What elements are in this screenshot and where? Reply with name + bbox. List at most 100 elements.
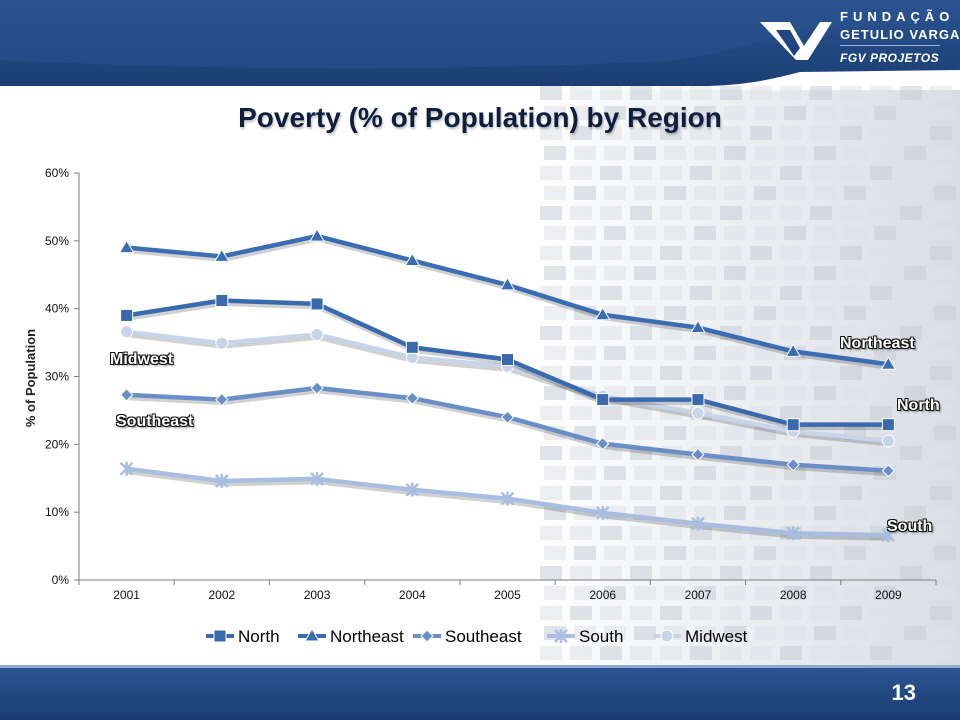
facade-window <box>810 486 832 500</box>
facade-window <box>724 586 746 600</box>
facade-window <box>604 226 626 240</box>
facade-window <box>930 606 952 620</box>
data-point-north <box>501 353 514 367</box>
brand-fundacao: FUNDAÇÃO <box>840 9 955 24</box>
facade-window <box>664 466 686 480</box>
facade-window <box>750 286 772 300</box>
facade-window <box>780 206 802 220</box>
facade-window <box>754 146 776 160</box>
facade-window <box>724 506 746 520</box>
facade-window <box>904 426 926 440</box>
facade-window <box>754 426 776 440</box>
facade-window <box>934 226 956 240</box>
facade-window <box>904 546 926 560</box>
x-tick-label: 2002 <box>208 588 235 602</box>
facade-window <box>904 386 926 400</box>
facade-window <box>900 286 922 300</box>
data-point-northeast <box>880 356 897 370</box>
facade-window <box>814 306 836 320</box>
facade-window <box>690 166 712 180</box>
facade-window <box>720 286 742 300</box>
x-tick-label: 2007 <box>685 588 712 602</box>
facade-window <box>754 546 776 560</box>
facade-window <box>694 306 716 320</box>
facade-window <box>660 646 682 660</box>
facade-window <box>600 486 622 500</box>
facade-window <box>844 626 866 640</box>
facade-window <box>600 366 622 380</box>
facade-window <box>544 186 566 200</box>
facade-window <box>570 446 592 460</box>
facade-window <box>810 246 832 260</box>
facade-window <box>844 586 866 600</box>
facade-window <box>600 406 622 420</box>
chart-title: Poverty (% of Population) by Region <box>238 102 722 133</box>
legend-item-north: North <box>206 627 280 646</box>
facade-window <box>870 446 892 460</box>
facade-window <box>600 126 622 140</box>
data-point-southeast <box>500 410 515 424</box>
facade-window <box>724 306 746 320</box>
facade-window <box>664 586 686 600</box>
facade-window <box>750 206 772 220</box>
facade-window <box>814 226 836 240</box>
facade-window <box>600 246 622 260</box>
y-tick-label: 10% <box>45 505 69 519</box>
facade-window <box>900 646 922 660</box>
facade-window <box>784 506 806 520</box>
y-tick-label: 40% <box>45 302 69 316</box>
facade-window <box>840 566 862 580</box>
facade-window <box>844 146 866 160</box>
facade-window <box>900 406 922 420</box>
facade-window <box>784 226 806 240</box>
facade-window <box>724 626 746 640</box>
facade-window <box>630 486 652 500</box>
data-point-south <box>119 461 134 476</box>
facade-window <box>570 286 592 300</box>
data-point-south <box>310 471 324 486</box>
facade-window <box>574 226 596 240</box>
facade-window <box>904 106 926 120</box>
facade-window <box>574 586 596 600</box>
annotation-north: North <box>897 397 940 414</box>
header-wave-decoration <box>0 0 960 90</box>
data-point-northeast <box>309 228 325 242</box>
facade-window <box>570 126 592 140</box>
facade-window <box>634 226 656 240</box>
facade-window <box>600 526 622 540</box>
facade-window <box>570 326 592 340</box>
facade-window <box>660 246 682 260</box>
facade-window <box>870 646 892 660</box>
facade-window <box>930 286 952 300</box>
facade-window <box>660 166 682 180</box>
facade-window <box>720 206 742 220</box>
facade-window <box>600 566 622 580</box>
facade-window <box>754 226 776 240</box>
facade-window <box>600 446 622 460</box>
facade-window <box>934 186 956 200</box>
facade-window <box>900 566 922 580</box>
facade-window <box>540 486 562 500</box>
facade-window <box>660 486 682 500</box>
facade-window <box>574 186 596 200</box>
facade-window <box>690 286 712 300</box>
facade-window <box>540 526 562 540</box>
facade-window <box>634 266 656 280</box>
facade-window <box>690 566 712 580</box>
facade-window <box>844 506 866 520</box>
facade-window <box>540 406 562 420</box>
facade-window <box>780 406 802 420</box>
facade-window <box>874 146 896 160</box>
facade-window <box>810 126 832 140</box>
facade-window <box>930 526 952 540</box>
facade-window <box>720 646 742 660</box>
facade-window <box>694 466 716 480</box>
facade-window <box>544 306 566 320</box>
facade-window <box>930 646 952 660</box>
facade-window <box>634 146 656 160</box>
data-point-southeast <box>310 381 324 395</box>
facade-window <box>784 546 806 560</box>
data-point-south <box>405 482 420 497</box>
facade-window <box>814 146 836 160</box>
facade-window <box>604 146 626 160</box>
